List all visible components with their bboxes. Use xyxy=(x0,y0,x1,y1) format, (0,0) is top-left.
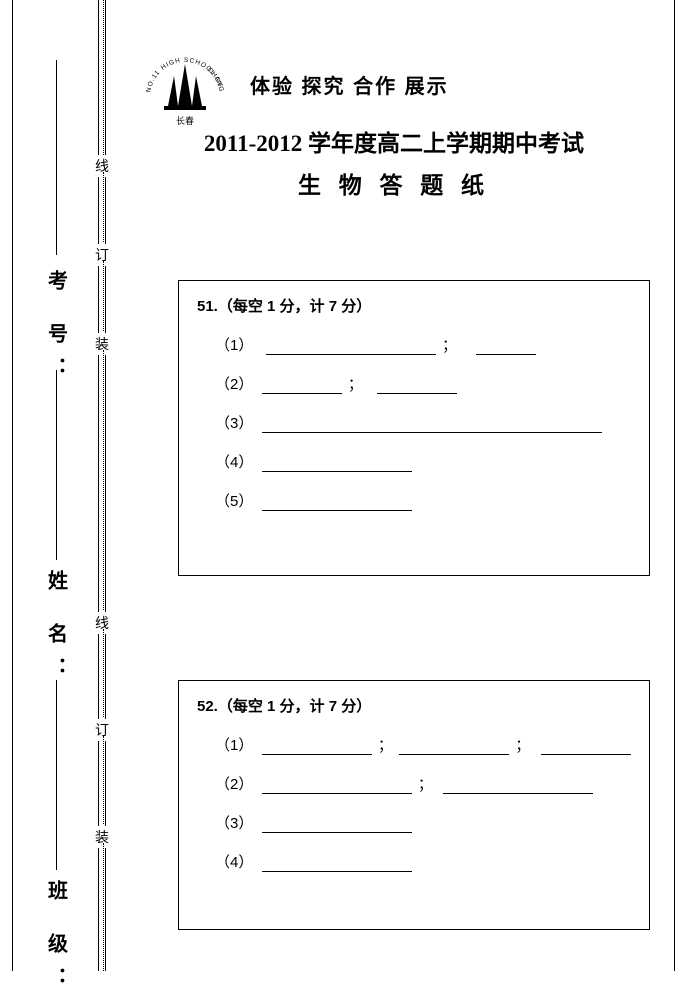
q52-row-2-label: （2） xyxy=(215,776,253,793)
q51-row-2: （2） ； xyxy=(215,373,631,394)
answer-blank[interactable] xyxy=(262,780,412,794)
id-blank-line xyxy=(56,60,57,255)
q52-row-2: （2） ； xyxy=(215,773,631,794)
question-52-box: 52.（每空 1 分，计 7 分） （1） ； ； （2） ； （3） （4） xyxy=(178,680,650,930)
answer-blank[interactable] xyxy=(262,741,372,755)
dotted-seg xyxy=(103,350,104,610)
dotted-seg xyxy=(103,0,104,155)
name-blank-line xyxy=(56,370,57,560)
q52-row-4-label: （4） xyxy=(215,854,253,871)
q51-row-5: （5） xyxy=(215,490,631,511)
dotted-seg xyxy=(103,261,104,331)
logo-arc-left: NO.11 xyxy=(145,69,162,93)
q52-row-1: （1） ； ； xyxy=(215,734,631,755)
exam-title: 2011-2012 学年度高二上学期期中考试 xyxy=(120,124,668,158)
q52-row-3-label: （3） xyxy=(215,815,253,832)
binding-char-zhuang-2: 装 xyxy=(95,826,109,848)
answer-blank[interactable] xyxy=(262,819,412,833)
q51-row-4: （4） xyxy=(215,451,631,472)
question-51-box: 51.（每空 1 分，计 7 分） （1） ； （2） ； （3） （4） （5… xyxy=(178,280,650,576)
answer-blank[interactable] xyxy=(266,341,436,355)
school-logo: NO.11 HIGH SCHOOL OF CHANG CHUN 长春 xyxy=(140,42,230,132)
logo-building-icon xyxy=(164,64,206,110)
dotted-seg xyxy=(103,843,104,971)
answer-blank[interactable] xyxy=(262,858,412,872)
exam-subtitle: 生 物 答 题 纸 xyxy=(120,166,668,200)
separator: ； xyxy=(378,737,393,754)
dotted-seg xyxy=(103,736,104,824)
answer-blank[interactable] xyxy=(262,458,412,472)
answer-blank[interactable] xyxy=(262,380,342,394)
binding-char-zhuang-1: 装 xyxy=(95,333,109,355)
separator: ； xyxy=(442,337,457,354)
binding-char-ding-1: 订 xyxy=(95,244,109,266)
separator: ； xyxy=(418,776,433,793)
dotted-seg xyxy=(103,172,104,242)
q52-row-1-label: （1） xyxy=(215,737,253,754)
class-blank-line xyxy=(56,680,57,870)
q52-row-3: （3） xyxy=(215,812,631,833)
answer-blank[interactable] xyxy=(262,497,412,511)
separator: ； xyxy=(515,737,530,754)
binding-char-ding-2: 订 xyxy=(95,719,109,741)
q51-row-1-label: （1） xyxy=(215,337,253,354)
binding-column: 线 订 装 线 订 装 xyxy=(101,0,105,971)
dotted-seg xyxy=(103,629,104,717)
q51-row-1: （1） ； xyxy=(215,334,631,355)
answer-blank[interactable] xyxy=(443,780,593,794)
q51-head: 51.（每空 1 分，计 7 分） xyxy=(197,295,631,316)
q52-row-4: （4） xyxy=(215,851,631,872)
answer-blank[interactable] xyxy=(541,741,631,755)
class-label: 班 级： xyxy=(42,880,71,1001)
svg-text:NO.11: NO.11 xyxy=(145,69,162,93)
q51-row-3: （3） xyxy=(215,412,631,433)
name-label: 姓 名： xyxy=(42,570,71,691)
binding-char-xian-1: 线 xyxy=(95,155,109,177)
separator: ； xyxy=(348,376,363,393)
answer-blank[interactable] xyxy=(262,419,602,433)
q51-row-3-label: （3） xyxy=(215,415,253,432)
answer-blank[interactable] xyxy=(476,341,536,355)
q51-row-2-label: （2） xyxy=(215,376,253,393)
answer-blank[interactable] xyxy=(399,741,509,755)
q51-row-5-label: （5） xyxy=(215,493,253,510)
content-area: NO.11 HIGH SCHOOL OF CHANG CHUN 长春 体验 探究… xyxy=(120,0,668,971)
motto-text: 体验 探究 合作 展示 xyxy=(250,70,449,99)
answer-blank[interactable] xyxy=(377,380,457,394)
binding-char-xian-2: 线 xyxy=(95,612,109,634)
q52-head: 52.（每空 1 分，计 7 分） xyxy=(197,695,631,716)
student-info-column: 考 号： 姓 名： 班 级： xyxy=(26,0,86,971)
q51-row-4-label: （4） xyxy=(215,454,253,471)
